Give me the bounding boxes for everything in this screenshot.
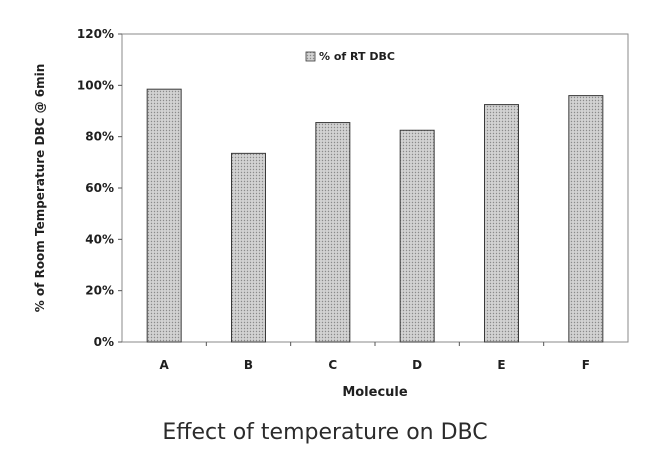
x-axis: A B C D E F: [160, 342, 590, 372]
y-axis: 0% 20% 40% 60% 80% 100% 120%: [77, 27, 122, 349]
x-tick-label: A: [160, 358, 170, 372]
x-axis-title: Molecule: [342, 385, 408, 400]
bar-d: [399, 129, 435, 343]
legend-label: % of RT DBC: [319, 50, 395, 63]
legend: % of RT DBC: [305, 50, 395, 63]
bar-series: [146, 88, 604, 343]
y-tick-label: 20%: [85, 284, 114, 298]
bar-e: [484, 104, 519, 343]
bar-a: [146, 88, 182, 343]
y-tick-label: 0%: [94, 335, 114, 349]
y-tick-label: 40%: [85, 232, 114, 246]
bar-f: [568, 95, 604, 343]
y-tick-label: 120%: [77, 27, 114, 41]
x-tick-label: D: [412, 358, 422, 372]
y-axis-title: % of Room Temperature DBC @ 6min: [33, 64, 47, 313]
figure-caption: Effect of temperature on DBC: [162, 420, 488, 445]
x-tick-label: B: [244, 358, 253, 372]
x-tick-label: E: [497, 358, 505, 372]
bar-chart: 0% 20% 40% 60% 80% 100% 120% A B C D E F % of RT DB…: [33, 27, 629, 400]
x-tick-label: C: [328, 358, 337, 372]
x-tick-label: F: [582, 358, 590, 372]
legend-swatch: [305, 51, 316, 62]
y-tick-label: 60%: [85, 181, 114, 195]
plot-area: [121, 33, 629, 343]
bar-c: [315, 122, 351, 343]
y-tick-label: 80%: [85, 130, 114, 144]
y-tick-label: 100%: [77, 78, 114, 92]
bar-b: [231, 152, 266, 343]
